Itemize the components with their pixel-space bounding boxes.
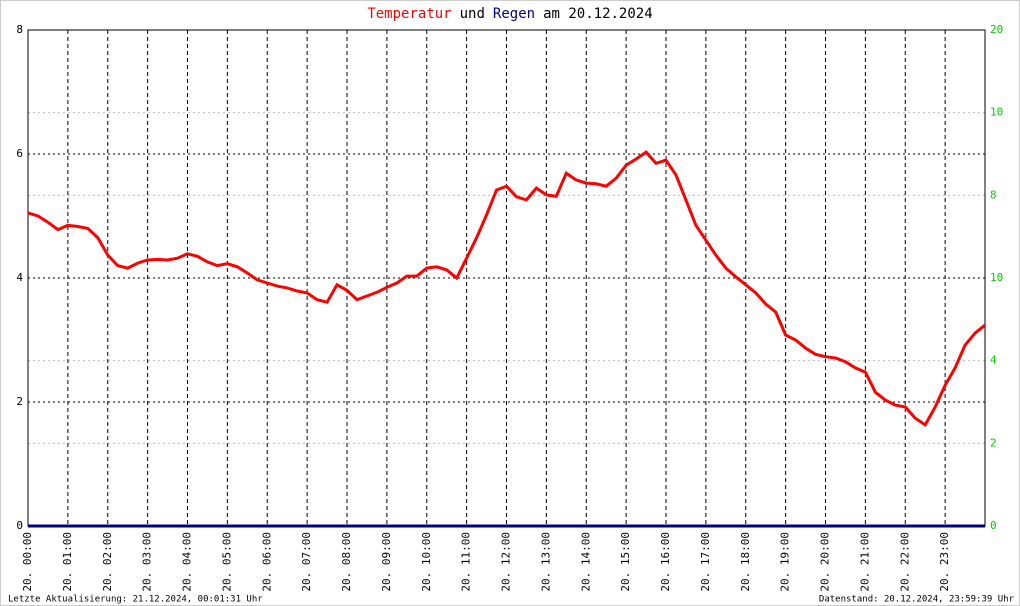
x-tick-label: 20. 22:00 xyxy=(898,532,911,592)
x-tick-label: 20. 17:00 xyxy=(699,532,712,592)
x-tick-label: 20. 13:00 xyxy=(539,532,552,592)
y2-tick-label: 10 xyxy=(990,106,1003,119)
footer-right: Datenstand: 20.12.2024, 23:59:39 Uhr xyxy=(819,595,1015,605)
x-tick-label: 20. 04:00 xyxy=(181,532,194,592)
chart-title: Temperatur und Regen am 20.12.2024 xyxy=(367,6,652,22)
x-tick-label: 20. 05:00 xyxy=(220,532,233,592)
x-tick-label: 20. 09:00 xyxy=(380,532,393,592)
y2-tick-label: 10 xyxy=(990,271,1003,284)
x-tick-label: 20. 12:00 xyxy=(500,532,513,592)
title-part: Regen xyxy=(493,6,535,22)
y-tick-label: 6 xyxy=(16,147,23,160)
x-tick-label: 20. 16:00 xyxy=(659,532,672,592)
x-tick-label: 20. 21:00 xyxy=(858,532,871,592)
x-tick-label: 20. 02:00 xyxy=(101,532,114,592)
title-part: am 20.12.2024 xyxy=(543,6,653,22)
x-tick-label: 20. 03:00 xyxy=(141,532,154,592)
x-tick-label: 20. 14:00 xyxy=(579,532,592,592)
title-part: und xyxy=(460,6,485,22)
y2-tick-label: 4 xyxy=(990,354,997,367)
x-tick-label: 20. 19:00 xyxy=(779,532,792,592)
x-tick-label: 20. 01:00 xyxy=(61,532,74,592)
y2-tick-label: 20 xyxy=(990,23,1003,36)
x-tick-label: 20. 00:00 xyxy=(21,532,34,592)
y-tick-label: 8 xyxy=(16,23,23,36)
x-tick-label: 20. 20:00 xyxy=(819,532,832,592)
x-tick-label: 20. 11:00 xyxy=(460,532,473,592)
x-tick-label: 20. 10:00 xyxy=(420,532,433,592)
y-tick-label: 4 xyxy=(16,271,23,284)
footer-left: Letzte Aktualisierung: 21.12.2024, 00:01… xyxy=(8,595,263,605)
x-tick-label: 20. 06:00 xyxy=(260,532,273,592)
x-tick-label: 20. 18:00 xyxy=(739,532,752,592)
title-part: Temperatur xyxy=(367,6,451,22)
y2-tick-label: 2 xyxy=(990,436,997,449)
x-tick-label: 20. 07:00 xyxy=(300,532,313,592)
y-tick-label: 0 xyxy=(16,519,23,532)
x-tick-label: 20. 15:00 xyxy=(619,532,632,592)
x-tick-label: 20. 23:00 xyxy=(938,532,951,592)
y-tick-label: 2 xyxy=(16,395,23,408)
y2-tick-label: 0 xyxy=(990,519,997,532)
y2-tick-label: 8 xyxy=(990,188,997,201)
x-tick-label: 20. 08:00 xyxy=(340,532,353,592)
series-line xyxy=(27,150,986,428)
